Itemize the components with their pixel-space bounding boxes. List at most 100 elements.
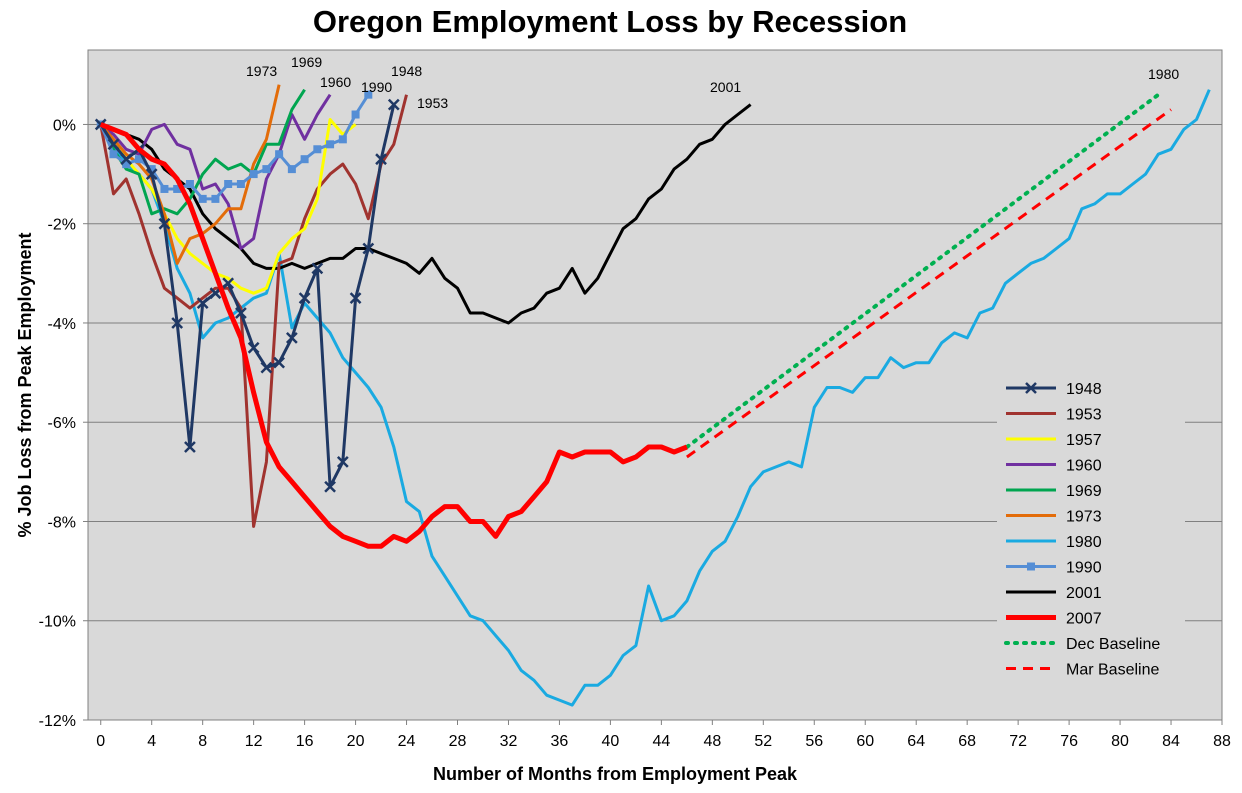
series-line-1957 — [99, 118, 357, 295]
x-tick-label: 60 — [856, 733, 874, 750]
x-tick-label: 20 — [347, 733, 365, 750]
data-point-1948 — [336, 456, 349, 468]
data-point-1990 — [224, 180, 233, 188]
legend-marker-square — [1027, 562, 1035, 571]
x-tick-label: 48 — [703, 733, 721, 750]
series-line-1948 — [99, 104, 396, 489]
x-tick-label: 76 — [1060, 733, 1078, 750]
data-point-1990 — [300, 155, 309, 164]
legend-label-1969: 1969 — [1066, 483, 1102, 500]
x-tick-label: 16 — [296, 733, 314, 750]
data-point-1990 — [338, 135, 347, 144]
data-point-1948 — [247, 341, 260, 354]
y-tick-label: -2% — [48, 217, 76, 234]
y-tick-label: 0% — [53, 117, 76, 134]
legend-label-1990: 1990 — [1066, 560, 1102, 577]
x-tick-label: 0 — [96, 733, 105, 750]
series-label-1973: 1973 — [246, 63, 277, 79]
data-point-1948 — [375, 153, 387, 166]
data-point-1948 — [196, 297, 209, 309]
legend-label-2007: 2007 — [1066, 611, 1102, 628]
x-tick-label: 56 — [805, 733, 823, 750]
legend-label-mar-baseline: Mar Baseline — [1066, 662, 1159, 679]
data-point-1948 — [107, 138, 120, 151]
y-tick-label: -12% — [39, 713, 76, 730]
x-tick-label: 44 — [652, 733, 670, 750]
x-tick-label: 80 — [1111, 733, 1129, 750]
series-label-1948: 1948 — [391, 63, 422, 79]
series-line-1969 — [99, 88, 306, 216]
legend-label-1960: 1960 — [1066, 458, 1102, 475]
x-tick-label: 32 — [500, 733, 518, 750]
data-point-1990 — [185, 180, 194, 188]
x-tick-label: 24 — [398, 733, 416, 750]
data-point-1948 — [324, 480, 336, 493]
data-point-1948 — [387, 98, 400, 111]
data-point-1990 — [287, 165, 296, 174]
data-point-1948 — [184, 441, 196, 453]
data-point-1948 — [158, 217, 171, 230]
legend-label-1973: 1973 — [1066, 509, 1102, 526]
series-line-2007 — [99, 122, 688, 549]
data-point-1990 — [351, 110, 360, 119]
data-point-1948 — [235, 307, 247, 319]
data-point-1990 — [211, 194, 220, 203]
data-point-1948 — [285, 331, 298, 344]
data-point-1948 — [298, 292, 311, 305]
series-label-1969: 1969 — [291, 54, 322, 70]
data-point-1948 — [120, 153, 133, 166]
series-line-dec-baseline — [684, 92, 1161, 449]
x-tick-label: 12 — [245, 733, 263, 750]
x-tick-label: 68 — [958, 733, 976, 750]
y-tick-label: -6% — [48, 415, 76, 432]
data-point-1990 — [313, 145, 322, 154]
y-tick-label: -8% — [48, 514, 76, 531]
chart-title: Oregon Employment Loss by Recession — [312, 4, 908, 39]
data-point-1990 — [249, 170, 258, 179]
data-point-1990 — [364, 90, 373, 99]
data-point-1990 — [262, 165, 271, 174]
data-point-1990 — [275, 150, 284, 159]
x-tick-label: 64 — [907, 733, 925, 750]
data-point-1948 — [222, 277, 235, 290]
x-tick-label: 40 — [602, 733, 620, 750]
series-lines — [94, 84, 1211, 707]
legend-label-1980: 1980 — [1066, 534, 1102, 551]
x-tick-label: 88 — [1213, 733, 1231, 750]
axes: 0%-2%-4%-6%-8%-10%-12%0 4 8 12 16 20 24 28 32 36 4… — [39, 117, 1231, 750]
data-point-1948 — [311, 262, 324, 275]
data-point-1990 — [326, 140, 335, 149]
legend-label-1953: 1953 — [1066, 407, 1102, 424]
x-tick-label: 84 — [1162, 733, 1180, 750]
series-label-1980: 1980 — [1148, 66, 1179, 82]
data-point-1948 — [362, 242, 375, 255]
x-tick-label: 36 — [551, 733, 569, 750]
data-point-1990 — [173, 184, 182, 193]
data-point-1948 — [260, 361, 273, 374]
y-tick-label: -10% — [39, 614, 76, 631]
x-tick-label: 52 — [754, 733, 772, 750]
data-point-1990 — [122, 160, 131, 169]
x-tick-label: 4 — [147, 733, 156, 750]
data-point-1990 — [147, 165, 156, 174]
series-label-1990: 1990 — [361, 79, 392, 95]
data-point-1948 — [209, 287, 222, 300]
data-point-1990 — [160, 184, 169, 193]
data-point-1990 — [109, 150, 118, 159]
series-line-mar-baseline — [686, 108, 1172, 459]
data-point-1948 — [349, 292, 362, 305]
x-axis-title: Number of Months from Employment Peak — [433, 764, 798, 784]
legend: 1948 1953 1957 1960 1969 1973 1980 1990 2001 2007… — [997, 372, 1185, 686]
data-point-1990 — [198, 194, 207, 203]
series-label-1960: 1960 — [320, 74, 351, 90]
series-line-2001 — [100, 103, 752, 325]
series-line-1980 — [99, 89, 1211, 707]
y-tick-label: -4% — [48, 316, 76, 333]
legend-marker-x — [1025, 382, 1037, 394]
series-label-1953: 1953 — [417, 95, 448, 111]
x-tick-label: 8 — [198, 733, 207, 750]
legend-label-1948: 1948 — [1066, 381, 1102, 398]
series-line-1960 — [99, 93, 332, 250]
y-axis-title: % Job Loss from Peak Employment — [15, 232, 35, 537]
data-point-1948 — [273, 356, 286, 369]
